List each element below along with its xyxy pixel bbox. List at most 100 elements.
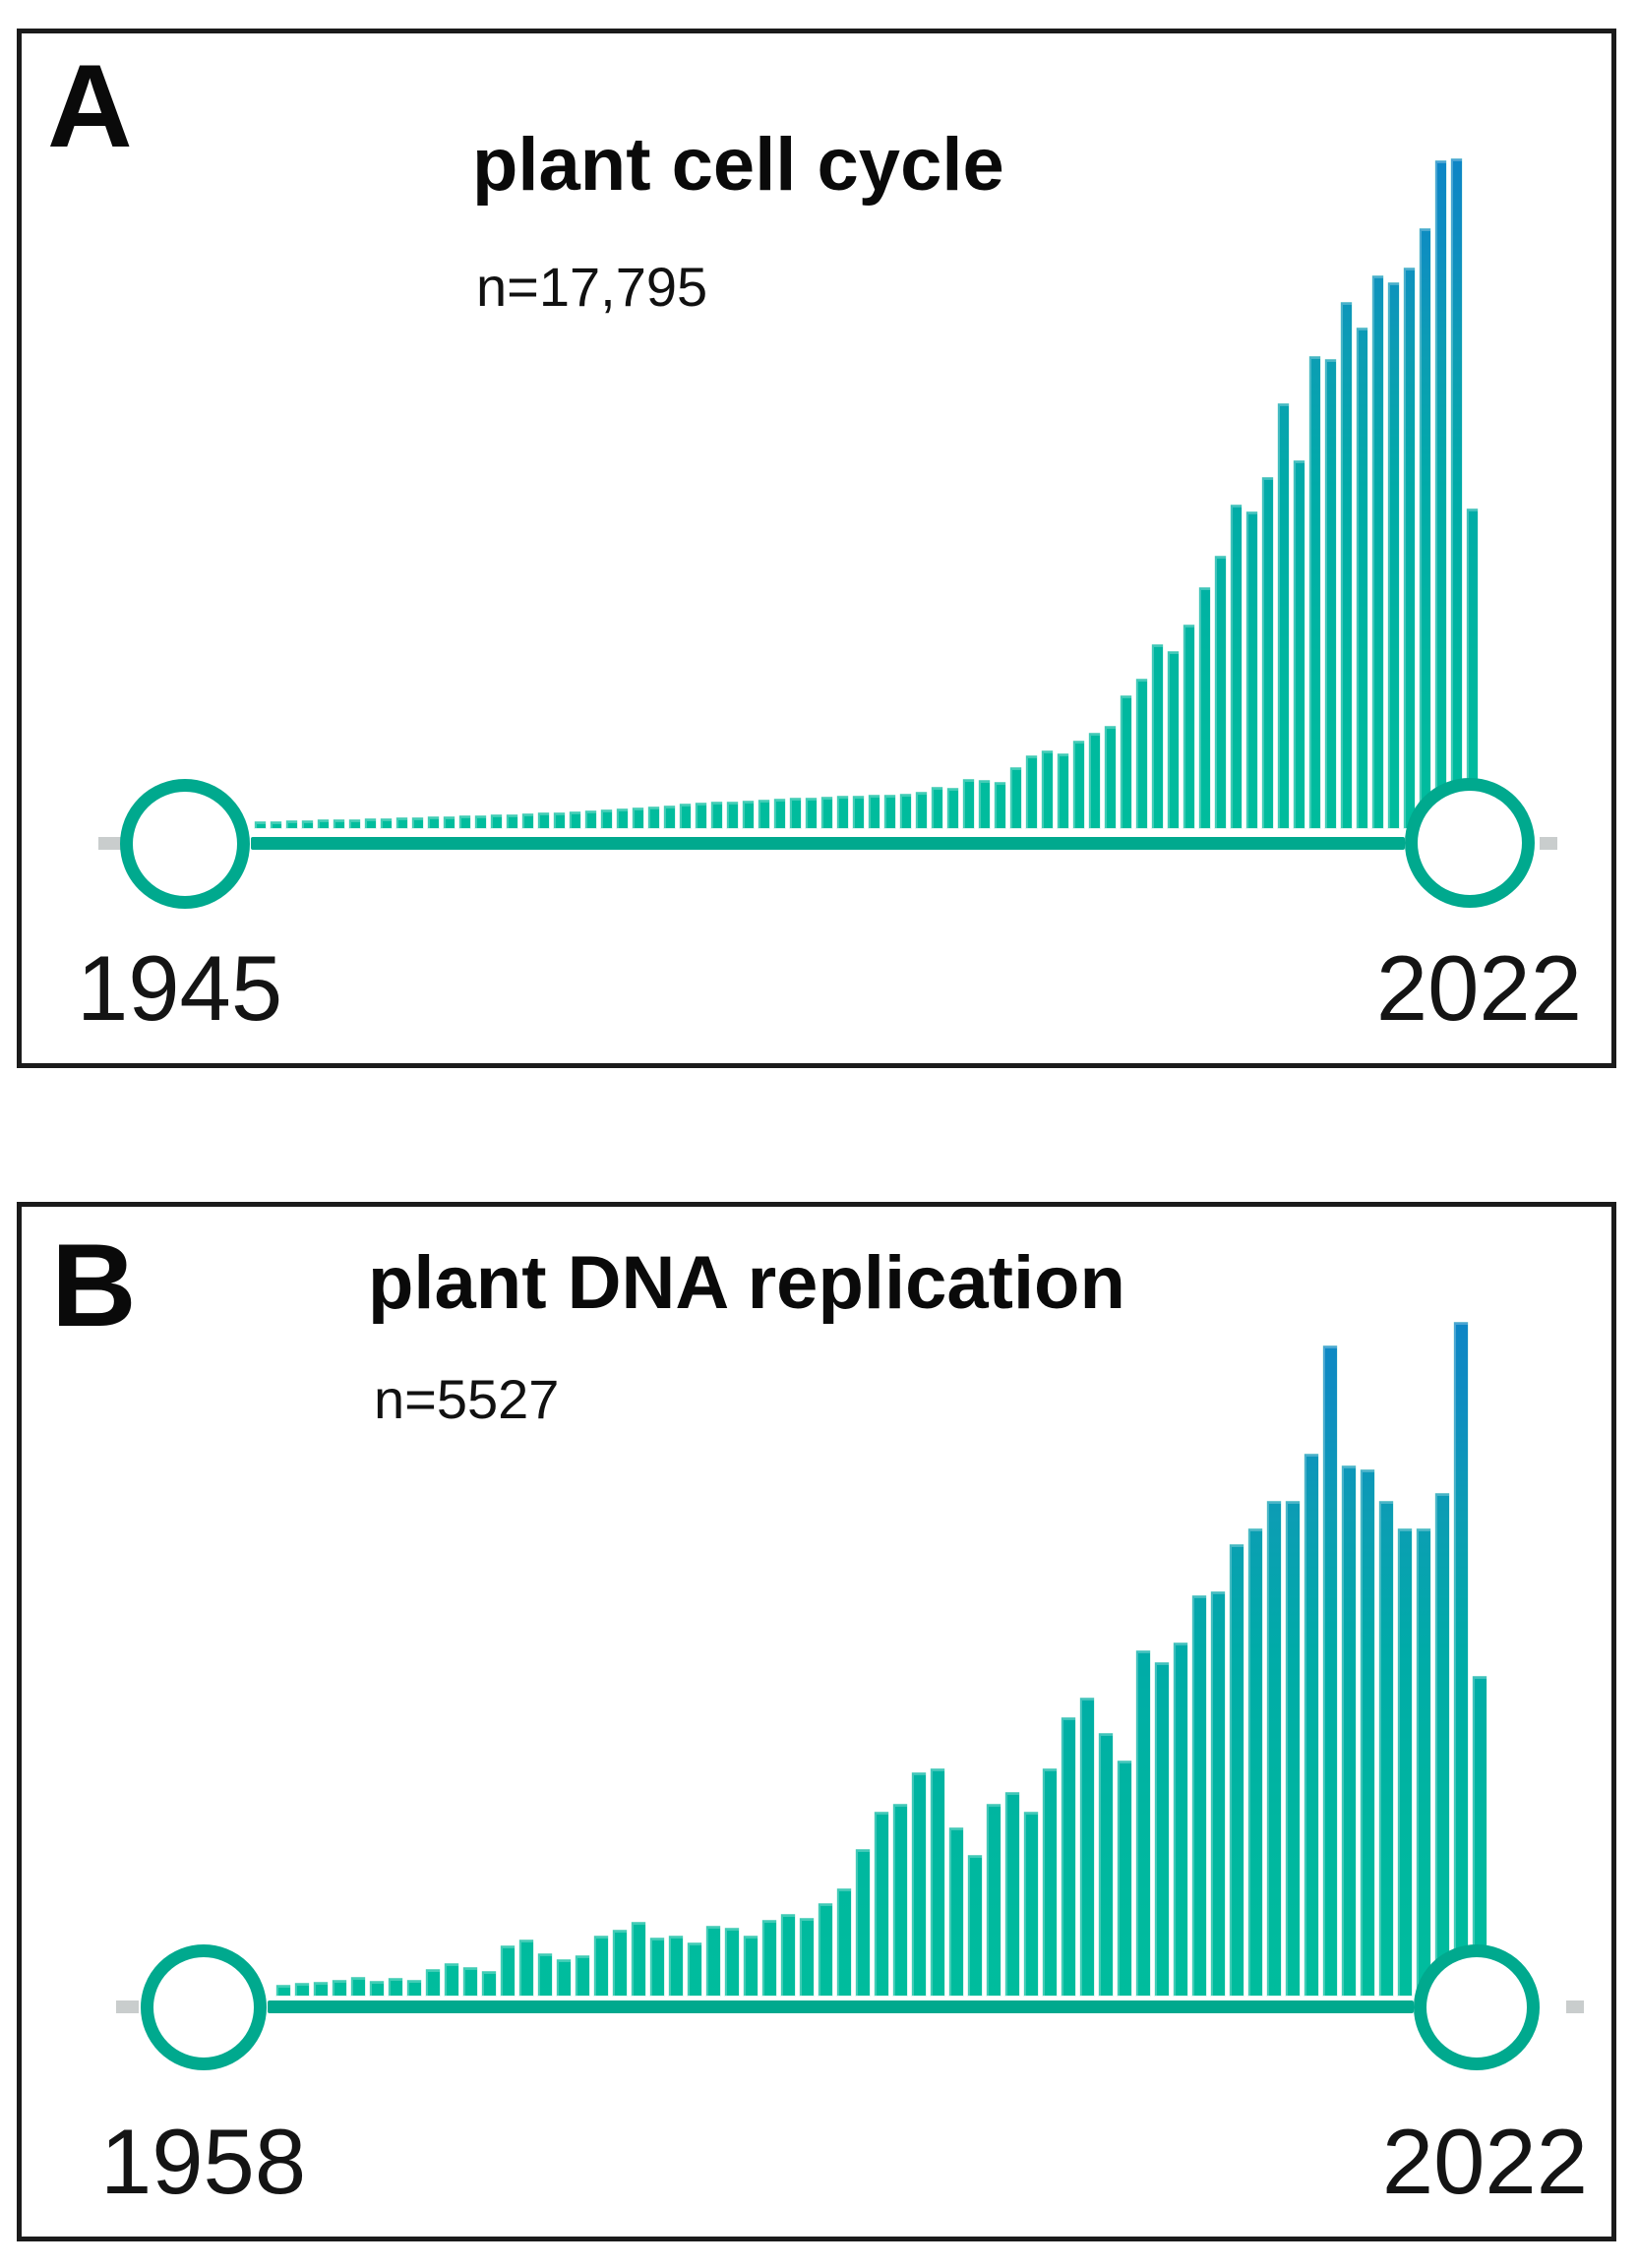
- bar-year-1970: [647, 806, 660, 829]
- bar-year-1956: [427, 816, 440, 829]
- bar-year-1975: [726, 802, 739, 829]
- bar-year-1989: [855, 1849, 871, 1997]
- bar-year-1959: [474, 815, 487, 829]
- bar-year-1977: [758, 800, 770, 829]
- bar-year-1973: [695, 803, 707, 829]
- bar-year-1967: [444, 1963, 459, 1997]
- bar-year-2019: [1416, 1528, 1431, 1997]
- bar-year-2013: [1304, 1454, 1319, 1997]
- bar-year-1972: [537, 1953, 553, 1997]
- bar-year-2016: [1371, 275, 1384, 829]
- timeline-stub-left: [98, 837, 121, 850]
- bar-year-1967: [600, 809, 613, 829]
- bar-year-1998: [1088, 733, 1101, 829]
- start-year-label: 1958: [100, 2110, 307, 2213]
- bar-year-1957: [443, 816, 455, 829]
- bar-year-1947: [285, 820, 298, 829]
- bar-year-1983: [743, 1936, 758, 1997]
- bar-year-1995: [967, 1855, 983, 1997]
- bar-year-2004: [1183, 625, 1195, 829]
- bar-year-1964: [388, 1978, 403, 1997]
- bar-year-2021: [1450, 158, 1463, 829]
- bar-year-1958: [275, 1985, 291, 1997]
- end-year-label: 2022: [1381, 2110, 1588, 2213]
- bar-year-1995: [1041, 750, 1054, 829]
- bar-year-1992: [911, 1772, 927, 1997]
- bar-year-2017: [1378, 1501, 1394, 1997]
- bar-year-1986: [799, 1918, 815, 1997]
- bar-year-2012: [1308, 356, 1321, 829]
- panel-b: B plant DNA replication n=5527 1958 2022: [17, 1202, 1616, 2241]
- bar-year-2002: [1151, 644, 1164, 829]
- bar-year-1970: [500, 1945, 516, 1997]
- bar-year-1945: [254, 821, 267, 829]
- bar-year-1980: [805, 798, 818, 829]
- bar-year-1987: [915, 792, 928, 829]
- bar-year-1969: [481, 1971, 497, 1997]
- bar-year-1980: [687, 1942, 702, 1997]
- bar-year-1969: [632, 807, 644, 829]
- bar-year-2011: [1293, 460, 1305, 829]
- bar-year-2010: [1247, 1528, 1263, 1997]
- bar-year-1981: [705, 1926, 721, 1997]
- bar-year-1976: [742, 801, 755, 829]
- bar-year-2019: [1419, 228, 1431, 829]
- bar-year-2020: [1434, 160, 1447, 829]
- bar-year-1989: [946, 788, 959, 829]
- panel-a-title: plant cell cycle: [472, 123, 1004, 207]
- bar-year-2018: [1397, 1528, 1413, 1997]
- bar-year-1999: [1042, 1768, 1058, 1997]
- start-year-label: 1945: [77, 936, 283, 1040]
- panel-b-letter: B: [51, 1220, 137, 1351]
- bar-year-1997: [1004, 1792, 1020, 1997]
- bar-year-2018: [1403, 268, 1416, 829]
- bar-year-1968: [462, 1967, 478, 1997]
- bar-year-1966: [584, 810, 597, 829]
- bar-year-1950: [333, 819, 345, 829]
- bar-year-2009: [1229, 1544, 1244, 1997]
- bar-year-2004: [1135, 1650, 1151, 1997]
- panel-a-bar-chart: [254, 150, 1479, 829]
- bar-year-1951: [348, 819, 361, 829]
- bar-year-1954: [395, 817, 408, 829]
- bar-year-2003: [1117, 1761, 1132, 1997]
- bar-year-1982: [836, 796, 849, 829]
- timeline-line: [251, 837, 1405, 850]
- panel-a-count-label: n=17,795: [476, 256, 708, 318]
- bar-year-2015: [1341, 1465, 1357, 1997]
- bar-year-1996: [1057, 753, 1069, 829]
- bar-year-1949: [317, 819, 330, 829]
- bar-year-2011: [1266, 1501, 1282, 1997]
- bar-year-1974: [710, 802, 723, 829]
- panel-a: A plant cell cycle n=17,795 1945 2022: [17, 29, 1616, 1068]
- bar-year-1973: [556, 1959, 572, 1997]
- bar-year-2007: [1191, 1595, 1207, 1997]
- bar-year-1977: [631, 1922, 646, 1997]
- bar-year-1994: [948, 1827, 964, 1997]
- bar-year-1985: [883, 795, 896, 829]
- timeline-stub-right: [1566, 2000, 1584, 2013]
- bar-year-1990: [962, 779, 975, 829]
- bar-year-2014: [1322, 1345, 1338, 1997]
- bar-year-1996: [986, 1804, 1001, 1997]
- bar-year-1958: [458, 815, 471, 829]
- bar-year-2006: [1173, 1642, 1188, 1997]
- bar-year-1983: [852, 796, 865, 829]
- bar-year-1986: [899, 794, 912, 829]
- bar-year-1976: [612, 1930, 628, 1997]
- bar-year-2016: [1360, 1469, 1375, 1997]
- bar-year-1988: [931, 787, 943, 829]
- bar-year-1981: [820, 797, 833, 829]
- bar-year-2007: [1230, 505, 1243, 829]
- timeline-stub-left: [116, 2000, 139, 2013]
- bar-year-2008: [1210, 1591, 1226, 1997]
- bar-year-1963: [369, 1981, 385, 1997]
- bar-year-2015: [1356, 328, 1368, 829]
- timeline-stub-right: [1540, 837, 1557, 850]
- bar-year-2006: [1214, 556, 1227, 829]
- bar-year-1991: [892, 1804, 908, 1997]
- bar-year-2021: [1453, 1322, 1469, 1997]
- bar-year-1971: [663, 806, 676, 829]
- bar-year-1984: [761, 1920, 777, 1997]
